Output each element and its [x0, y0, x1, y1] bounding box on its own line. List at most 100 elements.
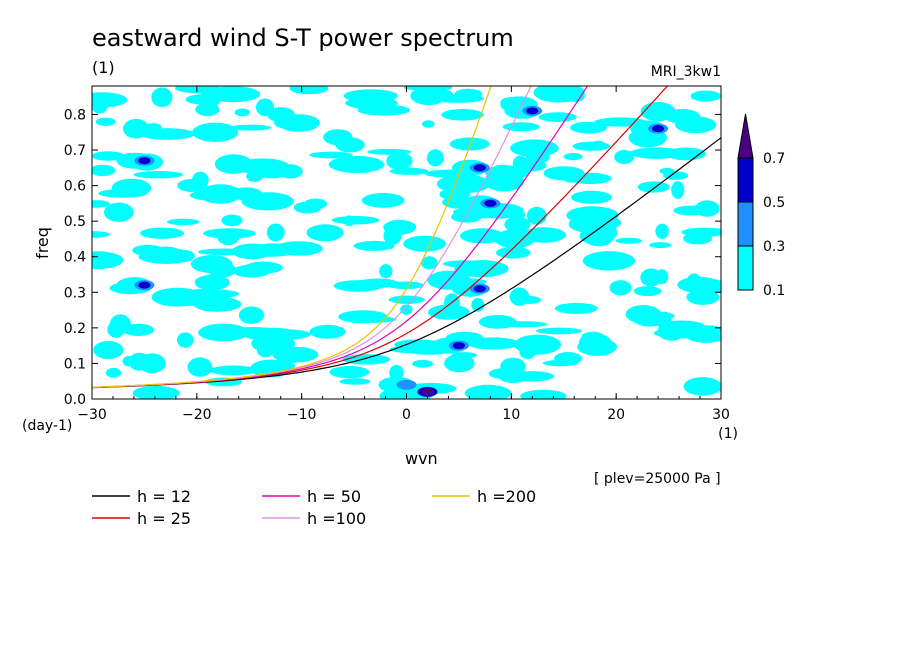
contour-patch — [512, 210, 526, 219]
plev-note: [ plev=25000 Pa ] — [594, 471, 721, 487]
y-tick-label: 0.1 — [64, 356, 86, 372]
colorbar-segment — [737, 201, 754, 247]
contour-patch — [174, 298, 226, 307]
contour-patch — [400, 304, 413, 315]
contour-patch — [221, 214, 243, 227]
contour-patch — [464, 384, 512, 399]
contour-patch — [454, 88, 483, 100]
x-axis-unit: (1) — [718, 426, 738, 442]
contour-patch-peak — [484, 199, 497, 207]
contour-patch — [615, 237, 642, 244]
x-axis-label: wvn — [405, 449, 438, 468]
contour-patch — [335, 137, 365, 153]
y-tick-label: 0.5 — [64, 214, 86, 230]
contour-patch — [205, 86, 261, 103]
legend-label-50: h = 50 — [307, 487, 361, 506]
contour-patch — [104, 202, 134, 222]
contour-patch — [568, 215, 607, 233]
contour-patch-strong — [396, 379, 417, 390]
x-tick-label: −30 — [77, 407, 107, 423]
contour-patch — [683, 232, 713, 245]
contour-patch — [234, 108, 250, 117]
contour-patch — [289, 86, 329, 95]
dispersion-curves — [92, 86, 721, 389]
contour-patch — [690, 90, 721, 102]
contour-patch — [278, 114, 320, 132]
contour-patch — [133, 171, 183, 179]
contour-patch — [454, 260, 509, 278]
contour-patch — [495, 246, 531, 259]
y-axis-unit: (day-1) — [22, 418, 72, 434]
contour-patch-peak — [652, 125, 665, 133]
y-axis-label: freq — [33, 227, 52, 259]
contour-patch — [526, 206, 547, 225]
contour-patch — [185, 94, 218, 105]
legend-label-25: h = 25 — [137, 509, 191, 528]
contour-patch — [92, 231, 111, 238]
contour-patch — [361, 193, 405, 208]
contour-patch — [105, 367, 122, 378]
contour-patch — [309, 151, 353, 159]
contour-patch — [570, 121, 608, 134]
x-tick-label: 20 — [607, 407, 625, 423]
contour-patch — [633, 286, 662, 297]
contour-patch — [232, 264, 271, 278]
contour-patch-peak — [473, 164, 486, 172]
contour-patch — [653, 327, 707, 339]
contour-patch — [512, 155, 528, 172]
contour-patch — [694, 200, 720, 217]
contour-patch — [92, 151, 125, 161]
contour-patch — [609, 280, 632, 296]
contour-patch — [139, 128, 195, 140]
contour-patch — [604, 225, 618, 240]
contour-patch — [293, 201, 322, 214]
contour-patch — [329, 366, 370, 379]
chart-subtitle-left: (1) — [92, 58, 115, 77]
legend-label-200: h =200 — [477, 487, 536, 506]
contour-patch — [504, 216, 531, 233]
contour-patch — [109, 314, 131, 335]
contour-patch — [502, 122, 540, 132]
contour-patch — [266, 223, 285, 242]
contour-patch — [467, 337, 520, 350]
x-axis: −30 −20 −10 0 10 20 30 — [77, 86, 730, 423]
contour-patch — [379, 264, 393, 279]
contour-patch — [187, 357, 213, 377]
colorbar-segment — [737, 157, 754, 203]
contour-patch — [328, 156, 385, 173]
contour-patch — [640, 268, 662, 287]
y-tick-label: 0.2 — [64, 321, 86, 337]
contour-patch — [426, 149, 444, 167]
contour-patch — [582, 251, 636, 271]
colorbar-label: 0.7 — [763, 151, 785, 167]
contour-patch — [412, 359, 433, 368]
contour-patch — [590, 140, 606, 150]
contour-patch — [428, 304, 470, 320]
contour-patch — [386, 152, 413, 170]
contour-patch — [128, 352, 151, 371]
colorbar-label: 0.1 — [763, 283, 785, 299]
contour-patch — [637, 181, 670, 193]
contour-patch — [422, 120, 435, 128]
contour-patch — [246, 170, 263, 182]
contour-patch — [198, 184, 242, 204]
contour-patch-peak — [452, 342, 465, 350]
contour-patch — [521, 227, 567, 243]
contour-patch — [255, 98, 275, 117]
contour-field — [92, 86, 721, 399]
contour-patch — [151, 87, 173, 108]
contour-patch — [92, 251, 124, 270]
contour-patch — [123, 118, 150, 139]
contour-patch — [441, 109, 484, 121]
contour-patch — [570, 190, 613, 204]
curve-legend: h = 12 h = 25 h = 50 h =100 h =200 — [92, 487, 536, 528]
contour-patch — [471, 298, 485, 312]
contour-patch — [478, 315, 517, 329]
contour-patch — [554, 302, 598, 314]
contour-patch — [198, 323, 249, 342]
contour-patch — [197, 248, 251, 256]
contour-patch — [350, 216, 366, 223]
contour-patch — [309, 324, 346, 339]
contour-patch — [383, 219, 417, 235]
contour-patch — [436, 174, 490, 194]
